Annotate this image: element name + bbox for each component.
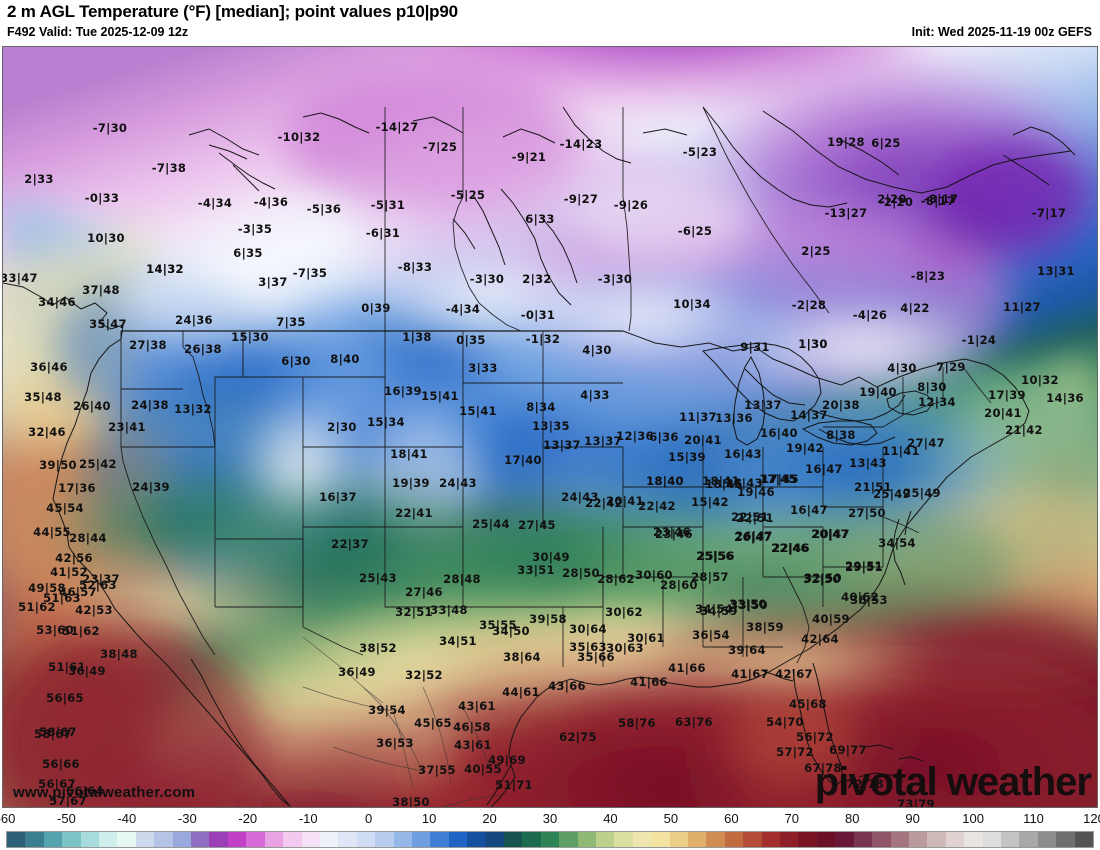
colorbar-tick: 80 — [844, 811, 860, 826]
colorbar-swatch — [191, 832, 210, 847]
map-viewport[interactable]: 2|33 -0|33 10|30 -7|30 -7|38 14|32 -4|34 -4|36-… — [2, 46, 1098, 808]
colorbar-swatch — [853, 832, 873, 847]
colorbar-swatch — [651, 832, 670, 847]
colorbar-swatch — [614, 832, 633, 847]
colorbar-swatch — [982, 832, 1001, 847]
colorbar-swatch — [669, 832, 689, 847]
colorbar-swatch — [816, 832, 836, 847]
colorbar-swatch — [283, 832, 302, 847]
colorbar-swatch — [227, 832, 247, 847]
colorbar-swatch — [1074, 832, 1093, 847]
page-title: 2 m AGL Temperature (°F) [median]; point… — [7, 2, 458, 21]
colorbar-swatch — [117, 832, 136, 847]
site-url-watermark: www.pivotalweather.com — [13, 784, 196, 801]
colorbar-swatch — [172, 832, 192, 847]
colorbar-swatch — [135, 832, 155, 847]
colorbar-tick-labels: -60 -50 -40 -30 -20 -10 0 10 20 30 40 50 60 70 80 90 100… — [0, 810, 1100, 830]
colorbar-swatch — [485, 832, 504, 847]
colorbar-swatch — [761, 832, 781, 847]
brand-watermark: pivotal weather — [814, 760, 1092, 804]
colorbar-tick: 30 — [542, 811, 558, 826]
colorbar-swatch — [798, 832, 817, 847]
colorbar-swatch — [448, 832, 468, 847]
colorbar-swatch — [872, 832, 891, 847]
colorbar-tick: -10 — [298, 811, 318, 826]
colorbar-swatch — [780, 832, 799, 847]
colorbar-tick: -20 — [238, 811, 258, 826]
map-raster — [3, 47, 1097, 807]
colorbar-tick: -50 — [57, 811, 76, 826]
colorbar-tick: -60 — [0, 811, 16, 826]
colorbar-tick: 120 — [1083, 811, 1100, 826]
coastline-layer — [3, 106, 1076, 807]
colorbar-tick: 60 — [724, 811, 739, 826]
colorbar-swatch — [503, 832, 523, 847]
colorbar-swatch — [522, 832, 541, 847]
colorbar-swatch — [890, 832, 909, 847]
colorbar-gradient — [6, 831, 1094, 848]
colorbar-swatch — [945, 832, 965, 847]
colorbar-swatch — [430, 832, 449, 847]
colorbar-swatch — [209, 832, 228, 847]
colorbar-swatch — [25, 832, 44, 847]
colorbar-tick: 10 — [421, 811, 437, 826]
colorbar-swatch — [1056, 832, 1075, 847]
colorbar-swatch — [724, 832, 744, 847]
colorbar: -60 -50 -40 -30 -20 -10 0 10 20 30 40 50 60 70 80 90 100… — [0, 810, 1100, 850]
colorbar-swatch — [632, 832, 652, 847]
state-borders-layer — [120, 106, 992, 807]
colorbar-swatch — [1000, 832, 1020, 847]
colorbar-swatch — [393, 832, 412, 847]
colorbar-swatch — [540, 832, 560, 847]
colorbar-tick: -40 — [117, 811, 137, 826]
colorbar-tick: 100 — [962, 811, 984, 826]
colorbar-swatch — [908, 832, 928, 847]
colorbar-swatch — [411, 832, 431, 847]
colorbar-swatch — [1037, 832, 1057, 847]
colorbar-swatch — [7, 832, 26, 847]
valid-time-label: F492 Valid: Tue 2025-12-09 12z — [7, 25, 189, 39]
map-header: 2 m AGL Temperature (°F) [median]; point… — [0, 0, 1100, 44]
colorbar-swatch — [1019, 832, 1038, 847]
colorbar-tick: 70 — [784, 811, 799, 826]
colorbar-swatch — [596, 832, 615, 847]
colorbar-tick: 0 — [365, 811, 373, 826]
colorbar-swatch — [338, 832, 357, 847]
colorbar-swatch — [246, 832, 265, 847]
colorbar-swatch — [154, 832, 173, 847]
colorbar-swatch — [319, 832, 339, 847]
colorbar-swatch — [467, 832, 486, 847]
colorbar-tick: -30 — [177, 811, 197, 826]
colorbar-swatch — [99, 832, 118, 847]
colorbar-swatch — [356, 832, 376, 847]
colorbar-swatch — [301, 832, 320, 847]
colorbar-swatch — [375, 832, 394, 847]
colorbar-swatch — [264, 832, 284, 847]
colorbar-swatch — [80, 832, 100, 847]
colorbar-swatch — [62, 832, 81, 847]
colorbar-swatch — [706, 832, 725, 847]
colorbar-tick: 50 — [663, 811, 679, 826]
colorbar-tick: 110 — [1023, 811, 1044, 826]
colorbar-tick: 90 — [905, 811, 920, 826]
colorbar-tick: 20 — [482, 811, 497, 826]
colorbar-swatch — [43, 832, 63, 847]
colorbar-swatch — [964, 832, 983, 847]
colorbar-swatch — [559, 832, 578, 847]
colorbar-swatch — [927, 832, 946, 847]
colorbar-swatch — [688, 832, 707, 847]
colorbar-swatch — [835, 832, 854, 847]
colorbar-swatch — [577, 832, 596, 847]
colorbar-tick: 40 — [603, 811, 618, 826]
colorbar-swatch — [743, 832, 762, 847]
init-time-label: Init: Wed 2025-11-19 00z GEFS — [911, 25, 1092, 39]
temperature-field — [3, 47, 1097, 807]
